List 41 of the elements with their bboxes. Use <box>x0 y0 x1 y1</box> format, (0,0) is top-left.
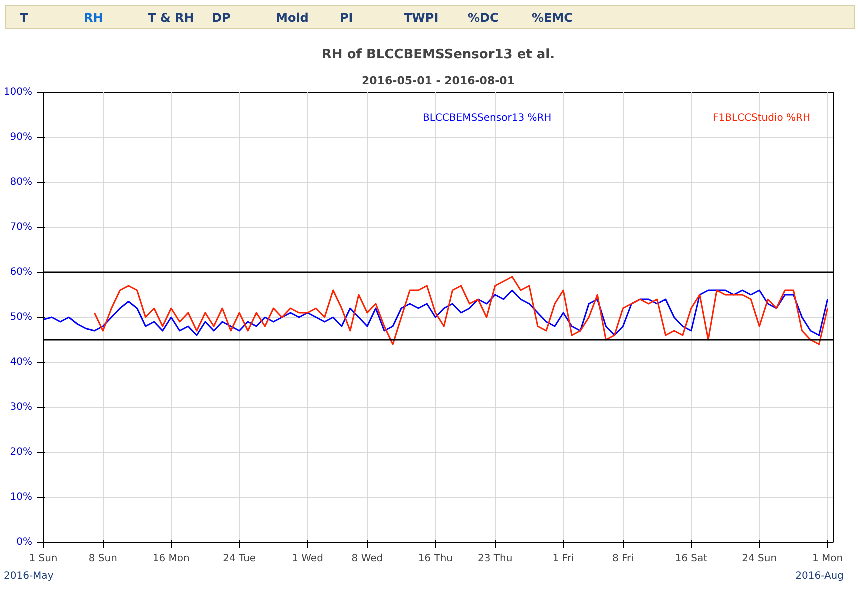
x-tick-label: 24 Sun <box>742 554 778 564</box>
text: %DC <box>468 10 500 27</box>
y-tick-label: 90% <box>10 132 33 143</box>
x-tick-label: 16 Sat <box>675 554 708 564</box>
text: T & RH <box>148 10 196 27</box>
y-tick-label: 50% <box>10 312 33 323</box>
y-tick-label: 80% <box>10 177 33 188</box>
text: DP <box>212 10 232 27</box>
y-tick-label: 100% <box>4 87 33 98</box>
y-tick-label: 10% <box>10 492 33 503</box>
line-series <box>94 276 829 346</box>
y-tick-label: 20% <box>10 447 33 458</box>
chart-subtitle: 2016-05-01 - 2016-08-01 <box>362 74 515 88</box>
x-tick-label: 1 Fri <box>552 554 574 564</box>
text: T <box>20 10 30 27</box>
x-tick-label: 24 Tue <box>223 554 256 564</box>
x-tick-label: 1 Mon <box>812 554 844 564</box>
x-tick-label: 16 Thu <box>418 554 453 564</box>
x-tick-label: 23 Thu <box>478 554 513 564</box>
text: BLCCBEMSSensor13 %RH <box>423 112 552 124</box>
x-tick-label: 8 Sun <box>88 554 118 564</box>
chart-title: RH of BLCCBEMSSensor13 et al. <box>322 48 556 62</box>
y-tick-label: 60% <box>10 267 33 278</box>
y-tick-label: 40% <box>10 357 33 368</box>
y-tick-label: 0% <box>16 537 33 548</box>
text: TWPI <box>404 10 440 27</box>
x-tick-label: 16 Mon <box>152 554 190 564</box>
x-tick-label: 8 Wed <box>352 554 384 564</box>
text: F1BLCCStudio %RH <box>713 112 811 124</box>
text: 2016-May <box>4 570 54 584</box>
text: RH <box>84 10 104 27</box>
text: %EMC <box>532 10 574 27</box>
text: PI <box>340 10 354 27</box>
y-tick-label: 70% <box>10 222 33 233</box>
y-tick-label: 30% <box>10 402 33 413</box>
x-tick-label: 1 Sun <box>29 554 58 564</box>
x-tick-label: 8 Fri <box>612 554 634 564</box>
text: Mold <box>276 10 310 27</box>
line-series <box>44 290 829 336</box>
x-tick-label: 1 Wed <box>292 554 324 564</box>
text: 2016-Aug <box>796 570 844 584</box>
